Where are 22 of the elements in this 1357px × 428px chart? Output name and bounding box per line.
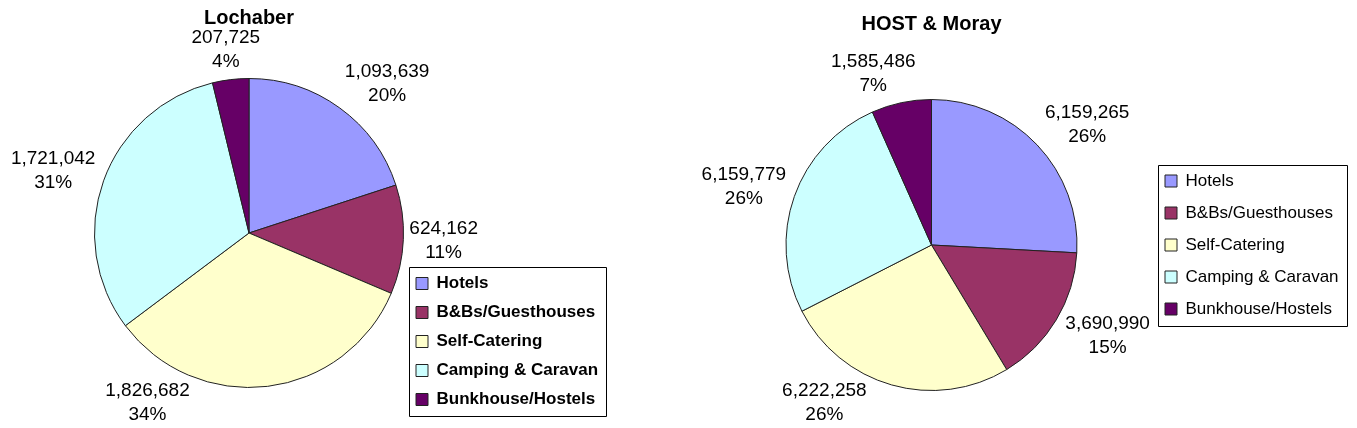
data-label: 6,159,265 26%	[1044, 100, 1130, 146]
data-label: 6,222,258 26%	[782, 379, 867, 425]
chart-title: HOST & Moray	[861, 11, 1003, 34]
legend-label: Self-Catering	[436, 331, 543, 351]
legend-label: B&Bs/Guesthouses	[1185, 202, 1333, 222]
legend-label: B&Bs/Guesthouses	[436, 302, 596, 322]
data-label: 3,690,990 15%	[1065, 311, 1150, 357]
legend-label: Hotels	[436, 273, 489, 293]
data-label: 1,721,042 31%	[10, 146, 96, 192]
data-label: 624,162 11%	[409, 217, 478, 263]
data-label: 1,826,682 34%	[105, 379, 190, 425]
legend-label: Camping & Caravan	[436, 360, 599, 380]
legend-label: Camping & Caravan	[1185, 266, 1339, 286]
legend-label: Bunkhouse/Hostels	[436, 389, 596, 409]
legend-label: Hotels	[1185, 170, 1234, 190]
chart-title: Lochaber	[203, 5, 295, 28]
data-label: 1,093,639 20%	[344, 59, 430, 105]
data-label: 207,725 4%	[191, 26, 261, 72]
legend-label: Self-Catering	[1185, 234, 1285, 254]
legend-label: Bunkhouse/Hostels	[1185, 298, 1332, 318]
data-label: 1,585,486 7%	[831, 49, 916, 95]
data-label: 6,159,779 26%	[701, 162, 787, 208]
